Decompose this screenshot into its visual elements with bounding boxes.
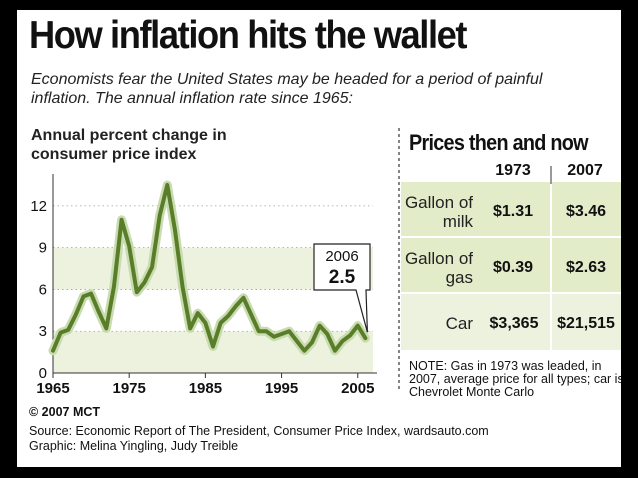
y-tick-label: 12 — [30, 198, 47, 215]
chart-title: Annual percent change in consumer price … — [31, 127, 227, 163]
annotation-value: 2.5 — [329, 267, 356, 288]
page-subtitle: Economists fear the United States may be… — [31, 71, 543, 107]
row-label-gas: Gallon of gas — [404, 249, 473, 287]
graphic-credit: Graphic: Melina Yingling, Judy Treible — [29, 439, 239, 453]
table-title: Prices then and now — [409, 130, 589, 155]
x-tick-label: 1985 — [189, 380, 222, 397]
table-row-bg — [401, 294, 621, 350]
y-tick-label: 3 — [39, 323, 47, 340]
cell-car-1973: $3,365 — [489, 315, 539, 332]
series-line — [51, 182, 368, 353]
table-note: NOTE: Gas in 1973 was leaded, in 2007, a… — [409, 359, 621, 399]
annotation-year: 2006 — [325, 248, 358, 265]
cell-milk-1973: $1.31 — [492, 203, 534, 220]
table-row-bg — [401, 238, 621, 292]
column-header-1973: 1973 — [495, 162, 531, 179]
row-label-milk: Gallon of milk — [404, 193, 473, 231]
y-tick-label: 9 — [39, 240, 47, 257]
cell-milk-2007: $3.46 — [565, 203, 607, 220]
source-line: Source: Economic Report of The President… — [29, 424, 489, 438]
annotation-box — [313, 243, 371, 333]
table-row-bg — [401, 182, 621, 236]
inflation-line-chart: 0 3 6 9 12 1965 1975 1985 1995 2005 2006 2.5 — [30, 128, 621, 397]
x-tick-label: 1965 — [36, 380, 69, 397]
page-title: How inflation hits the wallet — [29, 14, 468, 57]
y-tick-label: 6 — [39, 281, 47, 298]
cell-car-2007: $21,515 — [557, 315, 615, 332]
x-tick-label: 1975 — [113, 380, 146, 397]
cell-gas-1973: $0.39 — [492, 259, 534, 276]
x-tick-label: 2005 — [341, 380, 374, 397]
copyright: © 2007 MCT — [29, 405, 101, 419]
y-tick-label: 0 — [39, 365, 47, 382]
column-header-2007: 2007 — [567, 162, 603, 179]
infographic-card: How inflation hits the wallet Economists… — [17, 10, 621, 467]
row-label-car: Car — [445, 314, 473, 333]
x-tick-label: 1995 — [265, 380, 298, 397]
cell-gas-2007: $2.63 — [565, 259, 607, 276]
